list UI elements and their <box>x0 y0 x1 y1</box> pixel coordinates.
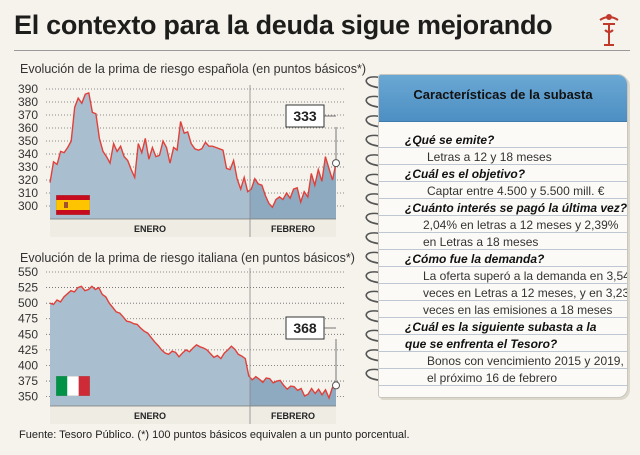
panel-ruled-line <box>379 249 627 250</box>
panel-ruled-line <box>379 351 627 352</box>
panel-ruled-line <box>379 215 627 216</box>
it-last-point <box>332 381 340 390</box>
answer-4-line-3: veces en las emisiones a 18 meses <box>423 303 613 317</box>
answer-3-line-2: en Letras a 18 meses <box>423 235 539 249</box>
question-4: ¿Cómo fue la demanda? <box>405 252 545 266</box>
panel-ruled-line <box>379 300 627 301</box>
it-x-label-january: ENERO <box>134 411 166 421</box>
page-title: El contexto para la deuda sigue mejorand… <box>14 10 553 40</box>
es-y-tick-label: 340 <box>18 147 38 161</box>
spain-flag-icon <box>56 195 90 215</box>
question-3: ¿Cuánto interés se pagó la última vez? <box>405 201 628 215</box>
question-5-line-2: que se enfrenta el Tesoro? <box>405 337 558 351</box>
it-y-tick-label: 450 <box>18 327 38 341</box>
es-y-tick-label: 300 <box>18 199 38 213</box>
es-x-label-january: ENERO <box>134 224 166 234</box>
it-callout-value: 368 <box>293 320 317 336</box>
question-1: ¿Qué se emite? <box>405 133 495 147</box>
es-last-point <box>332 159 340 168</box>
it-y-tick-label: 475 <box>18 312 38 326</box>
es-callout-value: 333 <box>293 108 317 124</box>
it-y-tick-label: 350 <box>18 390 38 404</box>
it-y-tick-label: 400 <box>18 358 38 372</box>
es-y-tick-label: 370 <box>18 108 38 122</box>
it-x-axis-band <box>50 406 336 424</box>
chart-title-italy: Evolución de la prima de riesgo italiana… <box>20 251 355 265</box>
answer-5-line-2: el próximo 16 de febrero <box>427 371 558 385</box>
panel-ruled-line <box>379 198 627 199</box>
es-y-tick-label: 310 <box>18 186 38 200</box>
title-divider <box>14 50 630 51</box>
es-x-label-february: FEBRERO <box>271 224 315 234</box>
es-area-february <box>250 92 336 219</box>
es-y-tick-label: 360 <box>18 121 38 135</box>
it-y-tick-label: 375 <box>18 374 38 388</box>
it-y-tick-label: 425 <box>18 343 38 357</box>
crest-logo-icon <box>599 14 619 46</box>
it-series-line <box>49 285 337 400</box>
italy-flag-icon <box>56 376 90 396</box>
auction-panel: Características de la subasta ¿Qué se em… <box>378 74 628 398</box>
panel-ruled-line <box>379 317 627 318</box>
panel-ruled-line <box>379 266 627 267</box>
answer-1-line-1: Letras a 12 y 18 meses <box>427 150 552 164</box>
panel-ruled-line <box>379 147 627 148</box>
es-x-axis-band <box>50 219 336 237</box>
es-series-line <box>49 91 337 209</box>
question-2: ¿Cuál es el objetivo? <box>405 167 526 181</box>
panel-ruled-line <box>379 232 627 233</box>
it-y-tick-label: 500 <box>18 296 38 310</box>
question-5: ¿Cuál es la siguiente subasta a la <box>405 320 597 334</box>
answer-5-line-1: Bonos con vencimiento 2015 y 2019, <box>427 354 624 368</box>
panel-ruled-line <box>379 283 627 284</box>
es-y-tick-label: 390 <box>18 82 38 96</box>
panel-ruled-line <box>379 334 627 335</box>
panel-ruled-line <box>379 181 627 182</box>
answer-3-line-1: 2,04% en letras a 12 meses y 2,39% <box>423 218 619 232</box>
es-y-tick-label: 330 <box>18 160 38 174</box>
answer-2-line-1: Captar entre 4.500 y 5.500 mill. € <box>427 184 605 198</box>
es-y-tick-label: 350 <box>18 134 38 148</box>
panel-ruled-line <box>379 164 627 165</box>
panel-ruled-line <box>379 385 627 386</box>
panel-title: Características de la subasta <box>413 87 593 102</box>
es-y-tick-label: 380 <box>18 95 38 109</box>
es-y-tick-label: 320 <box>18 173 38 187</box>
it-y-tick-label: 550 <box>18 266 38 279</box>
answer-4-line-1: La oferta superó a la demanda en 3,54 <box>423 269 628 283</box>
source-note: Fuente: Tesoro Público. (*) 100 puntos b… <box>19 429 410 441</box>
chart-title-spain: Evolución de la prima de riesgo española… <box>20 62 367 76</box>
answer-4-line-2: veces en Letras a 12 meses, y en 3,23 <box>423 286 628 300</box>
panel-header: Características de la subasta <box>379 75 627 122</box>
it-y-tick-label: 525 <box>18 281 38 295</box>
panel-ruled-line <box>379 368 627 369</box>
it-x-label-february: FEBRERO <box>271 411 315 421</box>
